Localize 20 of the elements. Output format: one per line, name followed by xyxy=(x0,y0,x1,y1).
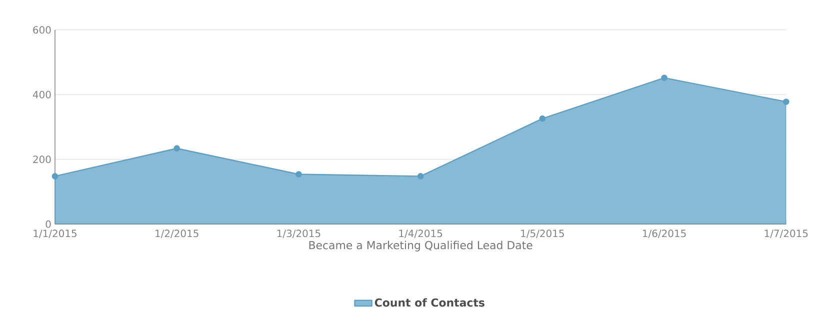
point xyxy=(417,173,424,180)
legend-label: Count of Contacts xyxy=(374,298,484,307)
point xyxy=(174,145,180,152)
x-tick-label: 1/3/2015 xyxy=(277,230,320,238)
x-tick-label: 1/5/2015 xyxy=(521,230,564,238)
y-tick-label: 400 xyxy=(32,90,51,99)
point xyxy=(782,98,790,106)
point xyxy=(539,116,546,122)
y-tick-label: 0 xyxy=(46,220,51,228)
x-tick-label: 1/1/2015 xyxy=(34,230,76,238)
x-tick-label: 1/7/2015 xyxy=(764,230,808,238)
y-tick-label: 200 xyxy=(33,156,51,164)
x-tick-label: 1/6/2015 xyxy=(643,230,686,238)
x-tick-label: 1/4/2015 xyxy=(399,230,442,238)
point xyxy=(296,171,302,178)
point xyxy=(661,74,668,82)
x-axis-title: Became a Marketing Qualified Lead Date xyxy=(309,240,532,252)
point xyxy=(52,173,58,180)
y-tick-label: 600 xyxy=(33,26,51,34)
x-tick-label: 1/2/2015 xyxy=(156,230,198,238)
